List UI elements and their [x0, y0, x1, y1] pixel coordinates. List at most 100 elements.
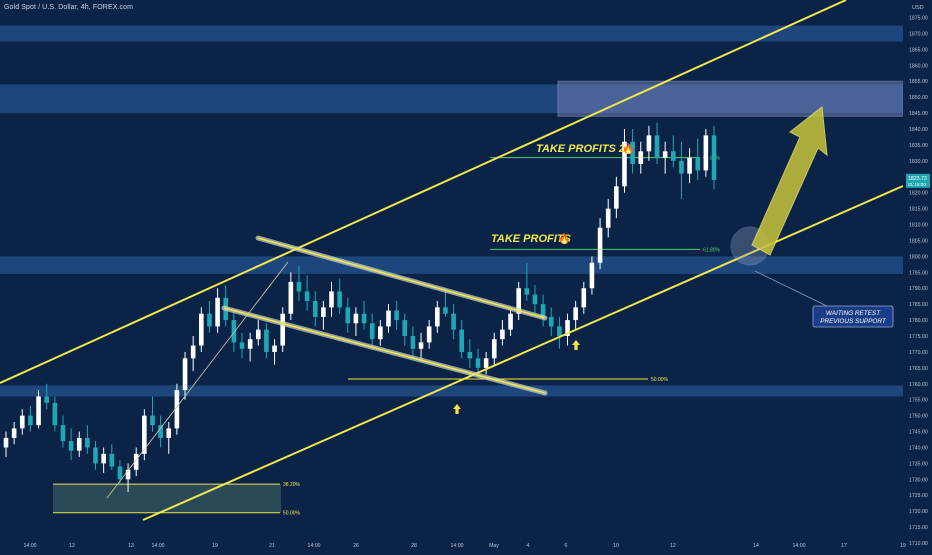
candle[interactable] [703, 129, 709, 177]
symbol-title[interactable]: Gold Spot / U.S. Dollar, 4h, FOREX.com [4, 4, 134, 11]
retest-note-line2[interactable]: PREVIOUS SUPPORT [820, 318, 887, 325]
candle[interactable] [255, 320, 261, 346]
candle[interactable] [166, 421, 172, 454]
candle[interactable] [443, 288, 448, 317]
candle[interactable] [369, 313, 375, 349]
candle[interactable] [638, 141, 644, 174]
candle[interactable] [402, 313, 408, 346]
take-profits-label[interactable]: TAKE PROFITS [491, 233, 572, 245]
candle[interactable] [500, 320, 505, 346]
candle[interactable] [589, 256, 595, 295]
candle[interactable] [654, 122, 660, 165]
candle[interactable] [597, 218, 603, 270]
price-scale[interactable]: 1875.00 1870.00 1865.00 1860.00 1855.00 1850.… [903, 0, 932, 550]
candle[interactable] [231, 310, 237, 352]
candle[interactable] [605, 199, 611, 238]
candle[interactable] [76, 431, 82, 458]
candle[interactable] [581, 281, 587, 314]
candle[interactable] [247, 332, 253, 362]
candle[interactable] [11, 421, 17, 445]
candle[interactable] [410, 326, 416, 359]
candle[interactable] [361, 300, 367, 330]
candle[interactable] [215, 288, 220, 333]
target-box[interactable] [557, 80, 904, 117]
candle[interactable] [109, 444, 115, 470]
candle[interactable] [337, 278, 342, 314]
candle[interactable] [540, 294, 546, 327]
candle[interactable] [321, 300, 326, 330]
candle[interactable] [158, 415, 163, 448]
candle[interactable] [68, 428, 74, 461]
candle[interactable] [711, 125, 717, 190]
channel-upper-line[interactable] [0, 0, 847, 384]
candle[interactable] [3, 431, 9, 458]
time-scale[interactable]: 14:00 12 13 14:00 19 21 14:00 26 28 14:00 May 4 6 10 1… [24, 543, 906, 549]
candle[interactable] [150, 396, 155, 432]
candle[interactable] [630, 129, 635, 174]
candle[interactable] [264, 323, 269, 359]
candle[interactable] [304, 275, 310, 311]
candle[interactable] [491, 332, 497, 365]
candle[interactable] [117, 460, 123, 486]
candle[interactable] [288, 272, 294, 321]
candle[interactable] [133, 447, 139, 477]
candle[interactable] [272, 339, 277, 365]
candle[interactable] [557, 316, 562, 349]
candle[interactable] [36, 390, 41, 429]
candle[interactable] [687, 148, 692, 184]
candle[interactable] [532, 285, 538, 314]
candle[interactable] [239, 332, 245, 359]
candle[interactable] [451, 304, 456, 340]
candle[interactable] [85, 425, 90, 454]
candle[interactable] [671, 135, 676, 168]
candle[interactable] [508, 307, 513, 337]
candle[interactable] [174, 383, 180, 435]
candle[interactable] [60, 415, 66, 448]
candle[interactable] [378, 320, 383, 346]
candle[interactable] [44, 383, 49, 410]
candle[interactable] [142, 409, 147, 461]
candle[interactable] [207, 300, 212, 333]
candle[interactable] [548, 307, 554, 337]
candle[interactable] [695, 138, 701, 180]
candle[interactable] [573, 300, 578, 330]
candle[interactable] [662, 141, 668, 174]
candle[interactable] [394, 300, 399, 330]
current-price-badge[interactable] [906, 173, 930, 188]
candle[interactable] [418, 332, 424, 362]
candle[interactable] [101, 447, 106, 473]
candle[interactable] [296, 265, 302, 301]
candle[interactable] [679, 141, 684, 200]
candle[interactable] [19, 409, 25, 435]
candle[interactable] [312, 291, 318, 327]
retest-note-line1[interactable]: WAITING RETEST [826, 310, 881, 317]
candle[interactable] [426, 320, 432, 349]
candle[interactable] [565, 313, 570, 346]
candle[interactable] [182, 351, 188, 400]
candle[interactable] [329, 281, 334, 317]
candle[interactable] [435, 300, 440, 333]
candle[interactable] [483, 351, 489, 375]
candle[interactable] [345, 297, 351, 333]
candle[interactable] [280, 307, 285, 352]
candle[interactable] [125, 463, 131, 493]
candle[interactable] [467, 339, 473, 368]
target-arrow[interactable] [751, 106, 828, 256]
candle[interactable] [646, 125, 652, 161]
candle[interactable] [190, 336, 196, 372]
take-profits-2-label[interactable]: TAKE PROFITS 2 [536, 143, 625, 155]
candle[interactable] [199, 307, 204, 352]
candle[interactable] [28, 406, 33, 432]
candle[interactable] [353, 307, 359, 337]
candle[interactable] [93, 441, 98, 470]
candle[interactable] [524, 262, 530, 301]
candle[interactable] [622, 129, 627, 193]
retest-note-box[interactable] [812, 305, 894, 328]
fib-trend-line[interactable] [106, 261, 289, 499]
candle[interactable] [516, 281, 521, 321]
candle[interactable] [459, 320, 465, 359]
candle[interactable] [386, 304, 391, 333]
candle[interactable] [52, 396, 58, 432]
